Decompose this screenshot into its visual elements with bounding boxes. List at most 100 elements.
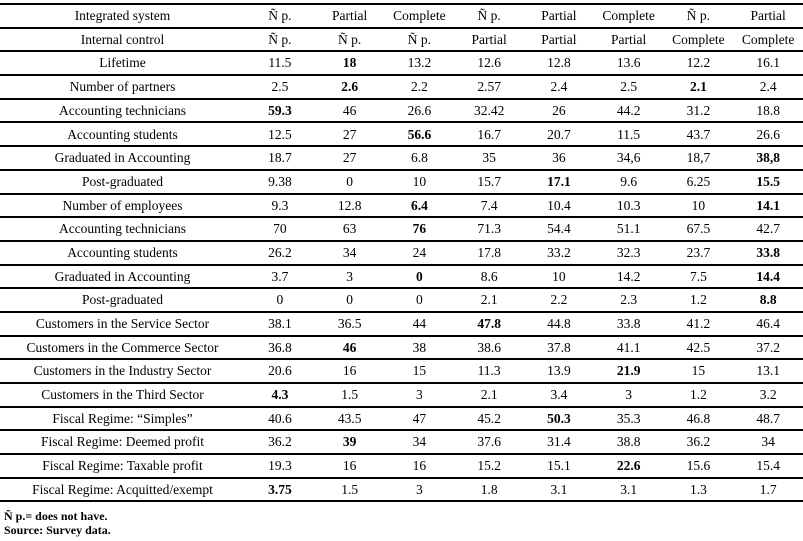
table-row: Post-graduated 9.38 0 10 15.7 17.1 9.6 6.25 15.5 — [0, 168, 803, 195]
value-cell: 41.2 — [663, 310, 734, 337]
value-cell: 14.4 — [733, 263, 803, 290]
value-cell: 36.5 — [314, 310, 385, 337]
value-cell: 42.5 — [663, 334, 734, 361]
value-cell: 13.9 — [524, 358, 594, 384]
table-row: Graduated in Accounting 3.7 3 0 8.6 10 14.2 7.5… — [0, 263, 803, 290]
header-cell: Complete — [384, 3, 455, 29]
table-row: Fiscal Regime: Deemed profit 36.2 39 34 37.6… — [0, 429, 803, 456]
value-cell: 15.1 — [524, 453, 594, 479]
value-cell: 16 — [384, 453, 455, 479]
header-cell: Partial — [524, 3, 594, 29]
value-cell: 10 — [663, 192, 734, 219]
value-cell: 0 — [245, 287, 315, 313]
header-cell: Partial — [593, 26, 664, 53]
value-cell: 47 — [384, 405, 455, 432]
value-cell: 3.1 — [524, 476, 594, 503]
value-cell: 16 — [314, 453, 385, 479]
table-row: Accounting technicians 59.3 46 26.6 32.42 26 4… — [0, 97, 803, 124]
value-cell: 37.8 — [524, 334, 594, 361]
value-cell: 37.2 — [733, 334, 803, 361]
row-label: Accounting technicians — [0, 216, 245, 242]
value-cell: 35 — [454, 145, 524, 171]
value-cell: 56.6 — [384, 121, 455, 148]
value-cell: 2.5 — [593, 74, 664, 100]
row-label: Fiscal Regime: Acquitted/exempt — [0, 476, 245, 503]
value-cell: 50.3 — [524, 405, 594, 432]
value-cell: 17.1 — [524, 168, 594, 195]
value-cell: 9.3 — [245, 192, 315, 219]
value-cell: 67.5 — [663, 216, 734, 242]
value-cell: 26 — [524, 97, 594, 124]
value-cell: 15 — [384, 358, 455, 384]
table-row: Customers in the Commerce Sector 36.8 46 38… — [0, 334, 803, 361]
value-cell: 2.1 — [454, 382, 524, 408]
value-cell: 15.2 — [454, 453, 524, 479]
row-label: Customers in the Third Sector — [0, 382, 245, 408]
value-cell: 7.4 — [454, 192, 524, 219]
value-cell: 10.3 — [593, 192, 664, 219]
value-cell: 2.6 — [314, 74, 385, 100]
value-cell: 1.7 — [733, 476, 803, 503]
row-label: Number of partners — [0, 74, 245, 100]
value-cell: 1.3 — [663, 476, 734, 503]
value-cell: 34 — [384, 429, 455, 456]
value-cell: 36 — [524, 145, 594, 171]
value-cell: 76 — [384, 216, 455, 242]
value-cell: 3 — [384, 382, 455, 408]
value-cell: 40.6 — [245, 405, 315, 432]
value-cell: 34 — [733, 429, 803, 456]
value-cell: 0 — [384, 287, 455, 313]
value-cell: 71.3 — [454, 216, 524, 242]
value-cell: 59.3 — [245, 97, 315, 124]
header-cell: Complete — [663, 26, 734, 53]
value-cell: 18,7 — [663, 145, 734, 171]
value-cell: 33.8 — [593, 310, 664, 337]
table-row: Fiscal Regime: Acquitted/exempt 3.75 1.5 3 1… — [0, 476, 803, 503]
value-cell: 33.2 — [524, 239, 594, 266]
value-cell: 14.2 — [593, 263, 664, 290]
value-cell: 12.6 — [454, 50, 524, 77]
table-row: Customers in the Service Sector 38.1 36.5 4… — [0, 310, 803, 337]
value-cell: 36.8 — [245, 334, 315, 361]
footnote-np-definition: Ñ p.= does not have. — [4, 509, 108, 524]
table-row: Accounting students 12.5 27 56.6 16.7 20.7 11.… — [0, 121, 803, 148]
value-cell: 2.3 — [593, 287, 664, 313]
value-cell: 3 — [384, 476, 455, 503]
value-cell: 36.2 — [245, 429, 315, 456]
row-label: Accounting technicians — [0, 97, 245, 124]
value-cell: 36.2 — [663, 429, 734, 456]
value-cell: 1.5 — [314, 476, 385, 503]
value-cell: 14.1 — [733, 192, 803, 219]
value-cell: 38.1 — [245, 310, 315, 337]
value-cell: 2.2 — [524, 287, 594, 313]
value-cell: 16.7 — [454, 121, 524, 148]
value-cell: 63 — [314, 216, 385, 242]
row-label: Fiscal Regime: “Simples” — [0, 405, 245, 432]
value-cell: 3.1 — [593, 476, 664, 503]
value-cell: 17.8 — [454, 239, 524, 266]
header-cell: Complete — [733, 26, 803, 53]
value-cell: 31.2 — [663, 97, 734, 124]
value-cell: 3 — [593, 382, 664, 408]
table-footnotes: Ñ p.= does not have. Source: Survey data… — [4, 509, 803, 537]
row-label: Accounting students — [0, 239, 245, 266]
row-label: Customers in the Service Sector — [0, 310, 245, 337]
value-cell: 54.4 — [524, 216, 594, 242]
value-cell: 8.8 — [733, 287, 803, 313]
value-cell: 15.5 — [733, 168, 803, 195]
value-cell: 31.4 — [524, 429, 594, 456]
table-row: Customers in the Third Sector 4.3 1.5 3 2.1 3… — [0, 382, 803, 408]
value-cell: 38.6 — [454, 334, 524, 361]
value-cell: 18.8 — [733, 97, 803, 124]
value-cell: 3.7 — [245, 263, 315, 290]
row-label: Post-graduated — [0, 287, 245, 313]
value-cell: 27 — [314, 145, 385, 171]
value-cell: 46 — [314, 334, 385, 361]
header-cell: Ñ p. — [384, 26, 455, 53]
value-cell: 34,6 — [593, 145, 664, 171]
value-cell: 3.2 — [733, 382, 803, 408]
value-cell: 6.8 — [384, 145, 455, 171]
value-cell: 12.8 — [314, 192, 385, 219]
value-cell: 10.4 — [524, 192, 594, 219]
